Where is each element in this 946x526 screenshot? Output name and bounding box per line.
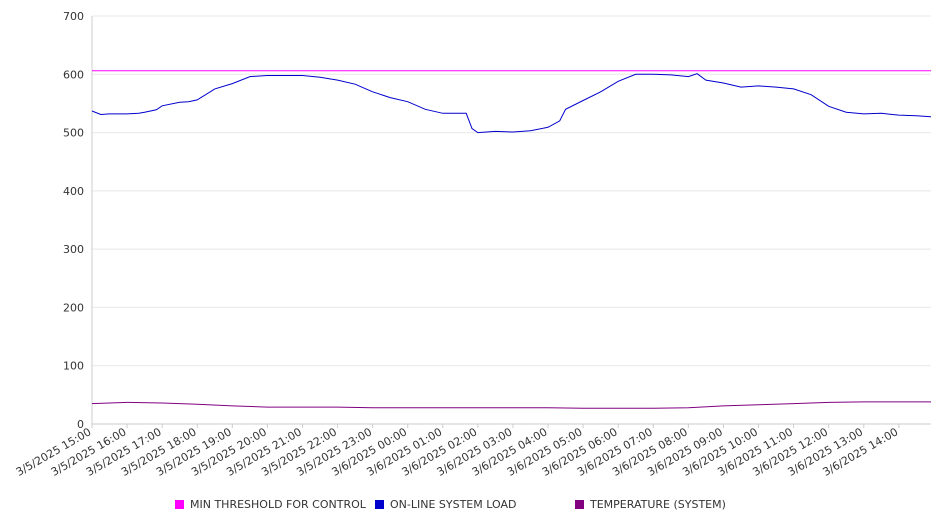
y-tick-label-0: 0 bbox=[77, 418, 84, 431]
legend-item-system-load[interactable]: ON-LINE SYSTEM LOAD bbox=[375, 498, 516, 511]
y-tick-label-500: 500 bbox=[63, 127, 84, 140]
series-line-2 bbox=[91, 401, 931, 409]
legend: MIN THRESHOLD FOR CONTROL ON-LINE SYSTEM… bbox=[0, 498, 946, 514]
legend-swatch-threshold bbox=[175, 500, 184, 509]
gridlines bbox=[92, 15, 931, 367]
legend-swatch-temperature bbox=[575, 500, 584, 509]
legend-label-threshold: MIN THRESHOLD FOR CONTROL bbox=[190, 498, 366, 511]
axes bbox=[91, 16, 931, 425]
legend-swatch-system-load bbox=[375, 500, 384, 509]
legend-item-temperature[interactable]: TEMPERATURE (SYSTEM) bbox=[575, 498, 726, 511]
series-line-1 bbox=[91, 73, 932, 134]
y-tick-label-600: 600 bbox=[63, 68, 84, 81]
y-tick-label-100: 100 bbox=[63, 360, 84, 373]
y-tick-label-700: 700 bbox=[63, 10, 84, 23]
legend-label-system-load: ON-LINE SYSTEM LOAD bbox=[390, 498, 517, 511]
legend-label-temperature: TEMPERATURE (SYSTEM) bbox=[590, 498, 726, 511]
y-tick-label-400: 400 bbox=[63, 185, 84, 198]
y-tick-label-300: 300 bbox=[63, 243, 84, 256]
y-tick-label-200: 200 bbox=[63, 301, 84, 314]
series-lines bbox=[91, 70, 932, 409]
legend-item-threshold[interactable]: MIN THRESHOLD FOR CONTROL bbox=[175, 498, 366, 511]
y-axis-ticks: 0 100 200 300 400 500 600 700 bbox=[63, 10, 84, 431]
x-axis-ticks: 3/5/2025 15:003/5/2025 16:003/5/2025 17:… bbox=[14, 424, 900, 479]
